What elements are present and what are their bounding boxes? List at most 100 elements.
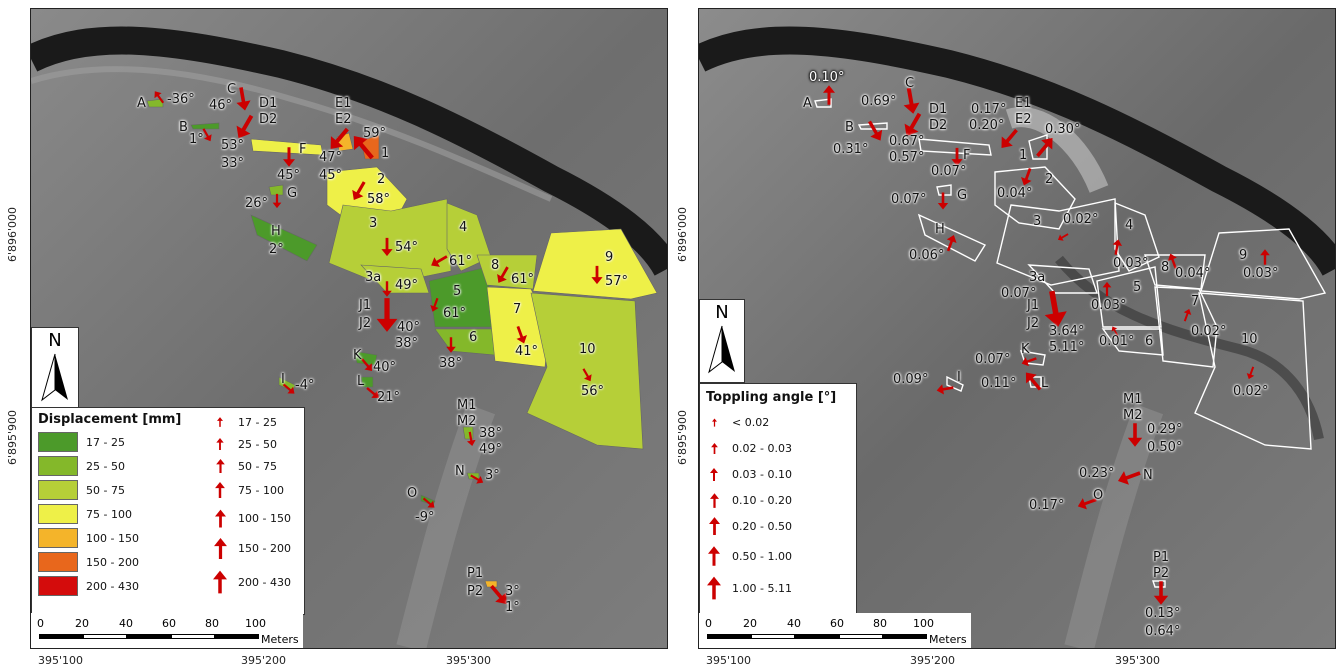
toppling-legend: Toppling angle [°] < 0.02 0.02 - 0.03 0.… xyxy=(699,383,857,615)
legend-class-3: 0.03 - 0.10 xyxy=(706,464,792,484)
label-J2: J2 xyxy=(1027,316,1040,331)
y-tick-right-1: 6'896'000 xyxy=(676,206,689,262)
value-3: 0.02° xyxy=(1063,212,1099,227)
arrow-O xyxy=(1076,494,1098,512)
arrow-G xyxy=(937,192,949,210)
value-I: 0.09° xyxy=(893,372,929,387)
value-P2: 0.64° xyxy=(1145,624,1181,639)
arrow-A xyxy=(151,89,167,106)
label-D2: D2 xyxy=(259,112,278,127)
angle-M2: 38° xyxy=(479,426,503,441)
label-D1: D1 xyxy=(929,102,948,117)
label-9: 9 xyxy=(605,250,614,265)
angle-D2-b: 33° xyxy=(221,156,245,171)
outline-10 xyxy=(1194,292,1312,450)
y-tick-left-2: 6'895'900 xyxy=(6,409,19,465)
arrow-C xyxy=(234,86,252,112)
label-G: G xyxy=(957,188,968,203)
arrow-O xyxy=(421,495,438,511)
label-N: N xyxy=(455,464,465,479)
scale-unit: Meters xyxy=(929,633,967,646)
label-J1: J1 xyxy=(1027,298,1040,313)
label-P1: P1 xyxy=(467,566,484,581)
angle-8: 61° xyxy=(511,272,535,287)
legend-class-5: 0.20 - 0.50 xyxy=(706,516,792,536)
block-4 xyxy=(446,202,492,272)
north-label: N xyxy=(715,302,729,323)
value-1: 0.30° xyxy=(1045,122,1081,137)
angle-7: 41° xyxy=(515,344,539,359)
arrow-2 xyxy=(1019,167,1036,188)
angle-M2-b: 49° xyxy=(479,442,503,457)
north-arrow: N xyxy=(31,327,79,411)
label-1: 1 xyxy=(1019,148,1028,163)
value-M2: 0.50° xyxy=(1147,440,1183,455)
arrow-6 xyxy=(1110,325,1121,337)
value-9: 0.03° xyxy=(1243,266,1279,281)
label-D2: D2 xyxy=(929,118,948,133)
scale-tick: 100 xyxy=(245,617,266,630)
label-A: A xyxy=(803,96,812,111)
x-tick-right-1: 395'100 xyxy=(706,654,752,667)
label-P2: P2 xyxy=(467,584,484,599)
outline-K xyxy=(1019,350,1046,366)
label-B: B xyxy=(845,120,854,135)
label-6: 6 xyxy=(1145,334,1154,349)
angle-3: 54° xyxy=(395,240,419,255)
arrow-7 xyxy=(1181,308,1193,323)
legend-class-4: 75 - 100 xyxy=(38,504,132,524)
arrow-2 xyxy=(348,179,369,203)
value-2: 0.04° xyxy=(997,186,1033,201)
arrow-P xyxy=(486,581,512,608)
value-P1: 0.13° xyxy=(1145,606,1181,621)
arrow-J xyxy=(1041,289,1069,329)
block-9 xyxy=(532,228,658,300)
label-3: 3 xyxy=(1033,214,1042,229)
scale-bar: 0 20 40 60 80 100 Meters xyxy=(699,613,971,648)
arrow-M xyxy=(465,431,476,447)
legend-class-2: 25 - 50 xyxy=(38,456,125,476)
block-A xyxy=(146,98,164,108)
block-8 xyxy=(476,254,538,290)
legend-class-5: 100 - 150 xyxy=(38,528,139,548)
scale-tick: 20 xyxy=(743,617,757,630)
outline-5 xyxy=(1096,266,1162,328)
value-F: 0.57° xyxy=(889,150,925,165)
label-9: 9 xyxy=(1239,248,1248,263)
outline-3 xyxy=(996,198,1120,286)
value-O: 0.17° xyxy=(1029,498,1065,513)
legend-arrow-6: 150 - 200 xyxy=(212,537,291,559)
value-A: 0.10° xyxy=(809,70,845,85)
outline-4 xyxy=(1114,201,1160,272)
label-O: O xyxy=(407,486,418,501)
legend-class-7: 200 - 430 xyxy=(38,576,139,596)
label-1: 1 xyxy=(381,146,390,161)
label-I: I xyxy=(281,372,285,387)
north-arrow-icon xyxy=(708,325,735,374)
label-2: 2 xyxy=(377,172,386,187)
angle-B: 1° xyxy=(189,132,204,147)
label-M1: M1 xyxy=(1123,392,1143,407)
angle-2: 58° xyxy=(367,192,391,207)
scale-tick: 60 xyxy=(830,617,844,630)
angle-9: 57° xyxy=(605,274,629,289)
label-E1: E1 xyxy=(1015,96,1032,111)
value-10: 0.02° xyxy=(1233,384,1269,399)
outline-A xyxy=(814,98,832,108)
label-G: G xyxy=(287,186,298,201)
label-E2: E2 xyxy=(1015,112,1032,127)
displacement-legend: Displacement [mm] 17 - 25 25 - 50 50 - 7… xyxy=(31,407,305,615)
angle-1: 59° xyxy=(363,126,387,141)
value-H: 0.06° xyxy=(909,248,945,263)
x-tick-right-2: 395'200 xyxy=(910,654,956,667)
label-5: 5 xyxy=(453,284,462,299)
arrow-3 xyxy=(1056,231,1070,243)
label-8: 8 xyxy=(1161,260,1170,275)
label-H: H xyxy=(271,224,281,239)
angle-C: 46° xyxy=(209,98,233,113)
label-E1: E1 xyxy=(335,96,352,111)
legend-arrow-7: 200 - 430 xyxy=(212,570,291,594)
x-tick-left-2: 395'200 xyxy=(241,654,287,667)
value-J1: 3.64° xyxy=(1049,324,1085,339)
scale-bar: 0 20 40 60 80 100 Meters xyxy=(31,613,303,648)
